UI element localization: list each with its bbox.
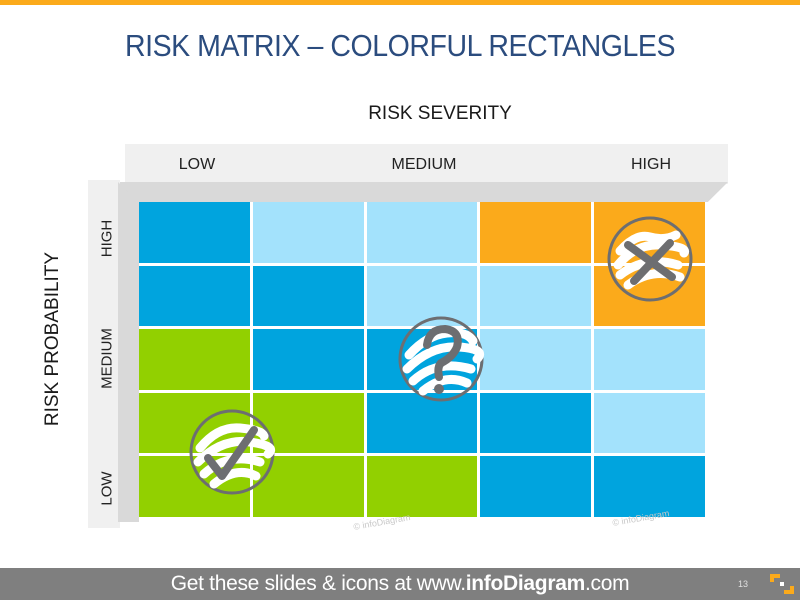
probability-axis-title-text: RISK PROBABILITY: [42, 251, 63, 427]
severity-label-low: LOW: [178, 156, 216, 173]
probability-label-low-text: LOW: [98, 471, 116, 506]
probability-label-medium-text: MEDIUM: [98, 328, 116, 389]
question-mark-icon: [398, 316, 484, 402]
matrix-cell-low-prob-medium-high-sev: [480, 456, 592, 517]
footer-bar: Get these slides & icons at www.infoDiag…: [0, 568, 800, 600]
matrix-cell-low-prob-medium-sev: [366, 456, 478, 517]
matrix-cell-low-prob-high-sev: [594, 456, 705, 517]
severity-label-medium: MEDIUM: [391, 156, 457, 173]
probability-label-high-text: HIGH: [98, 219, 116, 258]
severity-header-panel: [125, 144, 728, 184]
footer-promo-link[interactable]: Get these slides & icons at www.infoDiag…: [0, 572, 800, 596]
check-mark-icon: [189, 409, 276, 495]
matrix-cell-low-medium-prob-high-sev: [594, 392, 705, 454]
probability-header-panel: [88, 180, 120, 528]
footer-text-suffix: .com: [584, 572, 630, 595]
footer-text-prefix: Get these slides & icons at www.: [170, 572, 466, 595]
matrix-cell-medium-high-prob-medium-high-sev: [480, 265, 592, 327]
matrix-cell-medium-high-prob-medium-sev: [366, 265, 478, 327]
severity-axis-title: RISK SEVERITY: [368, 103, 512, 124]
matrix-cell-medium-high-prob-low-sev: [139, 265, 250, 327]
matrix-cell-high-prob-low-medium-sev: [252, 202, 364, 263]
slide-title: RISK MATRIX – COLORFUL RECTANGLES: [124, 28, 676, 63]
matrix-cell-low-medium-prob-medium-high-sev: [480, 392, 592, 454]
risk-matrix-grid: [139, 202, 705, 517]
probability-header-shade: [118, 182, 139, 522]
infodiagram-logo-icon: [770, 574, 794, 594]
cross-mark-icon: [607, 216, 693, 302]
matrix-cell-high-prob-medium-high-sev: [480, 202, 592, 263]
severity-label-high: HIGH: [631, 156, 671, 173]
matrix-cell-medium-prob-low-medium-sev: [252, 329, 364, 390]
matrix-cell-high-prob-low-sev: [139, 202, 250, 263]
matrix-cell-medium-high-prob-low-medium-sev: [252, 265, 364, 327]
matrix-cell-low-medium-prob-medium-sev: [366, 392, 478, 454]
matrix-cell-medium-prob-medium-high-sev: [480, 329, 592, 390]
footer-brand: infoDiagram: [465, 572, 586, 595]
matrix-cell-high-prob-medium-sev: [366, 202, 478, 263]
page-number: 13: [738, 579, 749, 589]
matrix-cell-medium-prob-low-sev: [139, 329, 250, 390]
top-accent-bar: [0, 0, 800, 5]
matrix-cell-medium-prob-high-sev: [594, 329, 705, 390]
severity-header-shade: [117, 182, 728, 202]
